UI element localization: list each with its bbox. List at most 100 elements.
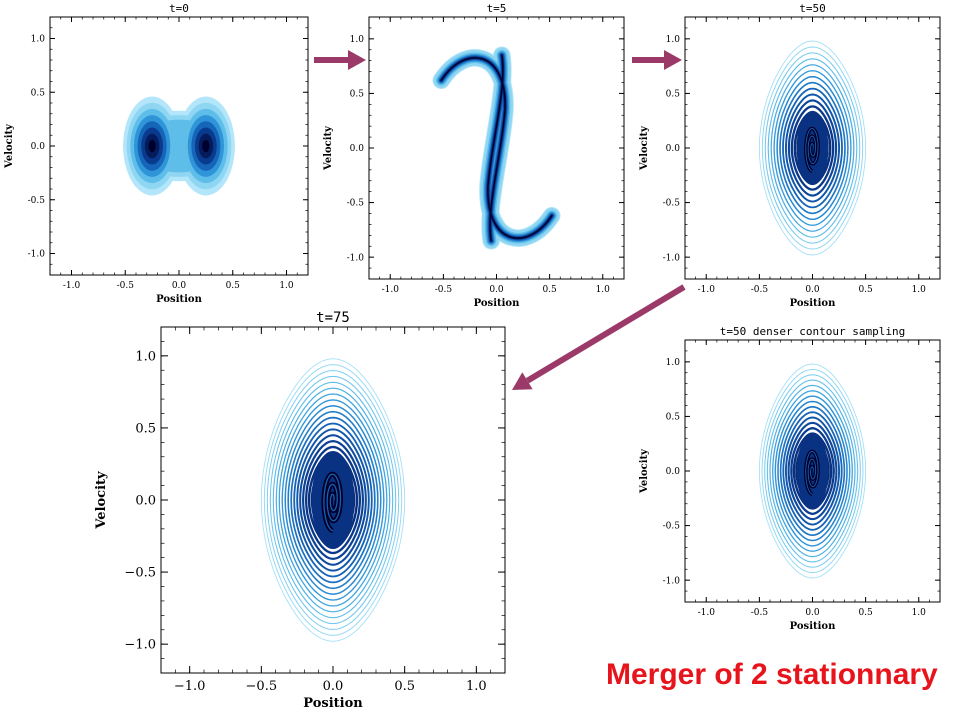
- y-tick-label: -1.0: [663, 576, 681, 586]
- x-tick-label: 0.5: [858, 608, 873, 618]
- contour-line: [779, 405, 846, 537]
- y-tick-label: -1.0: [347, 253, 365, 263]
- y-tick-label: -0.5: [663, 199, 681, 209]
- arrow-head: [348, 50, 366, 70]
- y-axis-label: Velocity: [323, 125, 334, 171]
- x-tick-label: −1.0: [174, 679, 206, 694]
- contour-line: [761, 46, 864, 250]
- x-axis-label: Position: [790, 621, 836, 632]
- x-tick-label: 0.5: [394, 679, 415, 694]
- contour-line: [304, 445, 362, 555]
- x-tick-label: 0.5: [542, 285, 557, 295]
- contour-level: [487, 54, 553, 239]
- y-tick-label: 1.0: [666, 35, 681, 45]
- arrow-head: [512, 372, 533, 390]
- y-tick-label: -0.5: [347, 199, 365, 209]
- contour-line: [272, 381, 394, 619]
- contour-line: [287, 410, 379, 590]
- contour-line: [770, 64, 855, 232]
- contour-line: [290, 416, 376, 584]
- chart-title: t=5: [487, 2, 507, 15]
- flow-arrow: [512, 284, 686, 390]
- x-tick-label: 0.0: [323, 679, 344, 694]
- x-axis-label: Position: [303, 696, 363, 711]
- y-tick-label: 0.5: [666, 90, 681, 100]
- contour-line: [787, 99, 838, 197]
- y-tick-label: 1.0: [135, 349, 156, 364]
- y-tick-label: 0.5: [135, 421, 156, 436]
- y-tick-label: 1.0: [31, 35, 46, 45]
- contour-line: [779, 81, 846, 215]
- x-tick-label: -1.0: [698, 285, 716, 295]
- contour-line: [260, 358, 406, 642]
- contour-line: [269, 375, 397, 625]
- contour-line: [787, 421, 838, 521]
- y-tick-label: -1.0: [28, 250, 46, 260]
- x-tick-label: 1.0: [279, 281, 294, 291]
- contour-line: [278, 393, 388, 607]
- arrow-shaft: [525, 284, 686, 384]
- y-tick-label: 0.0: [666, 144, 681, 154]
- contour-line: [767, 58, 858, 238]
- arrow-head: [664, 50, 682, 70]
- chart-panel: -1.0 -0.5 0.0 0.5 1.0 1.0 0.5 0.0 -0.5 -1.0 Positi…: [639, 325, 941, 632]
- y-axis-label: Velocity: [639, 125, 650, 171]
- chart-title: t=50 denser contour sampling: [720, 325, 905, 338]
- contour-line: [776, 75, 849, 221]
- chart-panel: −1.0 −0.5 0.0 0.5 1.0 1.0 0.5 0.0 −0.5 −1.0 Positi…: [94, 310, 506, 711]
- contour-line: [769, 384, 856, 558]
- y-tick-label: -1.0: [663, 253, 681, 263]
- y-tick-label: 0.0: [350, 144, 365, 154]
- y-axis-label: Velocity: [4, 123, 15, 169]
- x-tick-label: -1.0: [63, 281, 81, 291]
- contour-line: [764, 374, 861, 568]
- contour-level: [202, 139, 210, 153]
- y-tick-label: 1.0: [350, 35, 365, 45]
- y-tick-label: 0.5: [350, 90, 365, 100]
- x-tick-label: 0.0: [489, 285, 504, 295]
- plot-area: [260, 358, 406, 642]
- x-tick-label: 0.5: [226, 281, 241, 291]
- x-tick-label: 1.0: [912, 285, 927, 295]
- contour-line: [299, 434, 367, 566]
- contour-line: [782, 411, 843, 531]
- x-tick-label: 0.0: [805, 608, 820, 618]
- x-tick-label: -0.5: [751, 608, 769, 618]
- x-axis-label: Position: [474, 298, 520, 309]
- contour-line: [266, 370, 400, 630]
- contour-line: [758, 363, 867, 579]
- spiral-core: [796, 110, 829, 186]
- contour-line: [792, 432, 833, 510]
- y-tick-label: 0.5: [31, 88, 46, 98]
- y-tick-label: 0.0: [135, 494, 156, 509]
- contour-line: [293, 422, 373, 578]
- contour-line: [758, 40, 867, 256]
- y-axis-label: Velocity: [94, 471, 109, 530]
- x-tick-label: 0.0: [172, 281, 187, 291]
- x-axis-label: Position: [790, 298, 836, 309]
- y-tick-label: -0.5: [28, 196, 46, 206]
- contour-line: [275, 387, 391, 613]
- contour-line: [774, 395, 851, 547]
- caption: Merger of 2 stationnary: [606, 658, 938, 691]
- contour-line: [790, 427, 835, 515]
- contour-line: [777, 400, 848, 542]
- x-tick-label: 1.0: [596, 285, 611, 295]
- spiral-core: [311, 450, 355, 550]
- contour-line: [263, 364, 403, 636]
- contour-line: [773, 70, 852, 226]
- contour-line: [782, 87, 843, 209]
- x-tick-label: -1.0: [698, 608, 716, 618]
- contour-line: [784, 93, 841, 203]
- y-tick-label: 0.0: [31, 142, 46, 152]
- y-tick-label: 0.5: [666, 413, 681, 423]
- contour-line: [772, 390, 853, 552]
- x-tick-label: -1.0: [382, 285, 400, 295]
- spiral-highlight: [805, 128, 819, 172]
- chart-panel: -1.0 -0.5 0.0 0.5 1.0 1.0 0.5 0.0 -0.5 -1.0 Positi…: [4, 2, 309, 305]
- y-axis-label: Velocity: [639, 448, 650, 494]
- x-tick-label: 1.0: [912, 608, 927, 618]
- chart-title: t=75: [316, 310, 350, 326]
- plot-area: [432, 46, 561, 250]
